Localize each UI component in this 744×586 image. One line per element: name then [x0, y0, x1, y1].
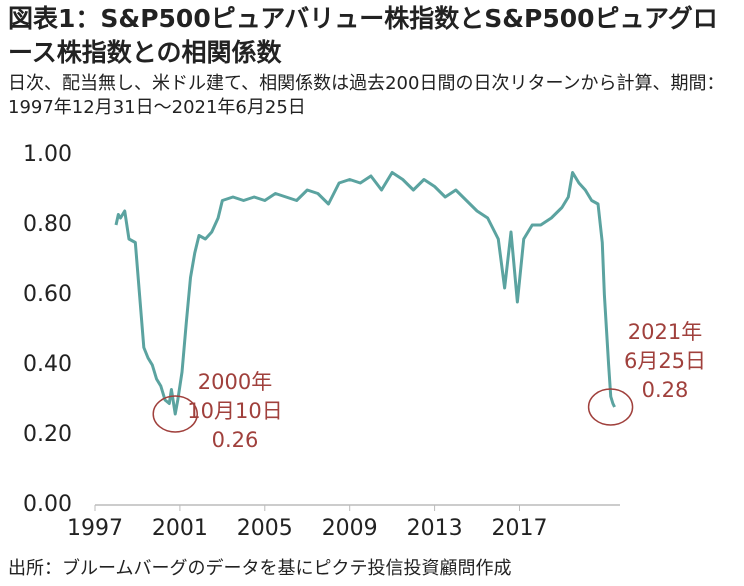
annotation-circle [152, 395, 198, 433]
x-tick-label: 1997 [67, 516, 123, 541]
y-tick-label: 1.00 [23, 142, 72, 167]
annotation: 2000年 [198, 370, 272, 394]
y-tick-label: 0.00 [23, 492, 72, 517]
x-tick-label: 2017 [491, 516, 547, 541]
line [114, 171, 616, 416]
chart-title: 図表1：S&P500ピュアバリュー株指数とS&P500ピュアグロース株指数との相… [8, 4, 718, 67]
x-tick-label: 2005 [237, 516, 293, 541]
x-tick-label: 2013 [407, 516, 463, 541]
annotation: 2021年 [628, 320, 702, 344]
annotation: 6月25日 [624, 349, 706, 373]
chart: 0.00 0.20 0.40 0.60 0.80 1.00 1997 2001 2005 2009… [23, 142, 706, 541]
source: 出所：ブルームバーグのデータを基にピクテ投信投資顧問作成 [8, 558, 512, 579]
annotation: 10月10日 [187, 399, 282, 423]
y-tick-label: 0.80 [23, 212, 72, 237]
annotation: 0.26 [212, 428, 259, 452]
y-tick-label: 0.20 [23, 422, 72, 447]
y-tick-label: 0.60 [23, 282, 72, 307]
x-tick-label: 2009 [322, 516, 378, 541]
x-tick-label: 2001 [152, 516, 208, 541]
subtitle: 日次、配当無し、米ドル建て、相関係数は過去200日間の日次リターンから計算、期間… [8, 73, 725, 118]
annotation: 0.28 [642, 378, 689, 402]
annotation-circle [587, 388, 634, 426]
y-tick-label: 0.40 [23, 352, 72, 377]
